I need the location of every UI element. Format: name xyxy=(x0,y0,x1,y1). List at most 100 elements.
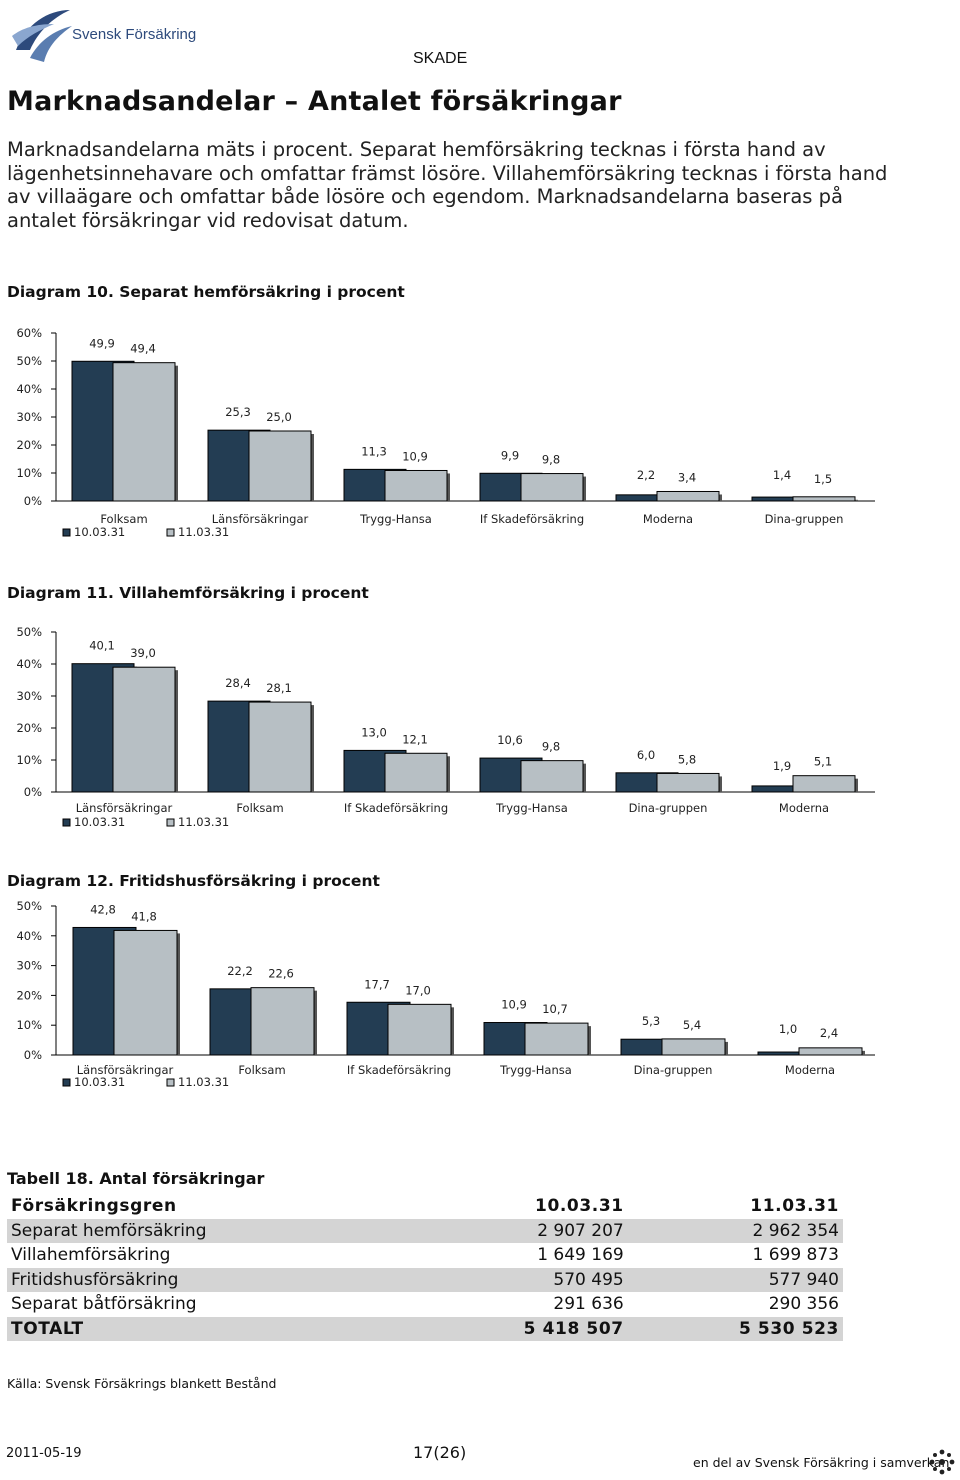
chart-title-diagram-10: Diagram 10. Separat hemförsäkring i proc… xyxy=(7,283,405,301)
category-label: Trygg-Hansa xyxy=(359,512,432,526)
y-tick-label: 40% xyxy=(16,382,42,396)
data-label: 1,5 xyxy=(814,472,832,486)
y-tick-label: 30% xyxy=(16,959,42,973)
legend-label: 11.03.31 xyxy=(178,1075,229,1089)
category-label: Trygg-Hansa xyxy=(495,801,568,815)
category-label: Folksam xyxy=(100,512,147,526)
data-label: 2,2 xyxy=(637,468,655,482)
table-row: Separat hemförsäkring 2 907 207 2 962 35… xyxy=(7,1218,843,1243)
bar-series-2011 xyxy=(387,1003,452,1056)
y-tick-label: 20% xyxy=(16,988,42,1002)
data-label: 5,1 xyxy=(814,755,832,769)
table-header-row: Försäkringsgren 10.03.31 11.03.31 xyxy=(7,1194,843,1219)
y-tick-label: 50% xyxy=(16,899,42,913)
legend-label: 10.03.31 xyxy=(74,815,125,829)
bar-series-2011 xyxy=(524,1022,589,1056)
table-cell: 291 636 xyxy=(553,1294,624,1315)
intro-paragraph: Marknadsandelarna mäts i procent. Separa… xyxy=(7,138,888,232)
footer-tagline: en del av Svensk Försäkring i samverkan xyxy=(693,1455,950,1470)
category-label: Länsförsäkringar xyxy=(212,512,309,526)
table-row: Fritidshusförsäkring 570 495 577 940 xyxy=(7,1267,843,1292)
cooperation-icon xyxy=(929,1449,955,1475)
page-title: Marknadsandelar – Antalet försäkringar xyxy=(7,86,622,117)
data-label: 10,7 xyxy=(542,1002,568,1016)
section-tag: SKADE xyxy=(413,50,468,67)
y-tick-label: 10% xyxy=(16,1018,42,1032)
bar-series-2011 xyxy=(384,469,448,502)
y-tick-label: 0% xyxy=(24,494,42,508)
data-label: 25,0 xyxy=(266,410,292,424)
legend-swatch xyxy=(62,818,71,827)
column-header: 11.03.31 xyxy=(750,1196,839,1217)
y-tick-label: 0% xyxy=(24,785,42,799)
insurance-count-table: Försäkringsgren 10.03.31 11.03.31 Separa… xyxy=(7,1194,843,1341)
data-label: 10,9 xyxy=(402,449,428,463)
y-tick-label: 50% xyxy=(16,625,42,639)
y-tick-label: 20% xyxy=(16,438,42,452)
data-label: 39,0 xyxy=(130,646,156,660)
bar-series-2011 xyxy=(248,430,312,502)
category-label: Moderna xyxy=(779,801,829,815)
data-label: 40,1 xyxy=(89,639,115,653)
bar-series-2011 xyxy=(384,752,448,793)
y-tick-label: 10% xyxy=(16,753,42,767)
svensk-forsakring-logo xyxy=(12,10,72,62)
data-label: 49,9 xyxy=(89,336,115,350)
legend-swatch xyxy=(62,1078,71,1087)
data-label: 5,4 xyxy=(683,1018,701,1032)
data-label: 28,4 xyxy=(225,676,251,690)
data-label: 42,8 xyxy=(90,902,116,916)
chart-title-diagram-11: Diagram 11. Villahemförsäkring i procent xyxy=(7,584,369,602)
category-label: Moderna xyxy=(785,1063,835,1077)
table-row: Separat båtförsäkring 291 636 290 356 xyxy=(7,1292,843,1317)
table-cell: 5 418 507 xyxy=(412,1316,628,1341)
legend-swatch xyxy=(62,528,71,537)
data-label: 1,0 xyxy=(779,1022,797,1036)
table-cell: 1 699 873 xyxy=(752,1245,839,1266)
data-label: 1,4 xyxy=(773,468,791,482)
chart-diagram-11: 0% 10% 20% 30% 40% 50% 40,1 39,0 Länsförsäkringa… xyxy=(16,625,875,829)
category-label: If Skadeförsäkring xyxy=(344,801,448,815)
table-cell: 2 962 354 xyxy=(627,1218,843,1243)
data-label: 9,8 xyxy=(542,740,560,754)
category-label: If Skadeförsäkring xyxy=(347,1063,451,1077)
table-cell: 570 495 xyxy=(412,1267,628,1292)
data-label: 12,1 xyxy=(402,732,428,746)
page-number: 17(26) xyxy=(413,1443,467,1462)
table-cell: 2 907 207 xyxy=(412,1218,628,1243)
data-label: 5,3 xyxy=(642,1014,660,1028)
category-label: If Skadeförsäkring xyxy=(480,512,584,526)
data-label: 9,8 xyxy=(542,453,560,467)
data-label: 2,4 xyxy=(820,1026,838,1040)
category-label: Dina-gruppen xyxy=(765,512,844,526)
row-label: Separat hemförsäkring xyxy=(7,1218,413,1243)
data-label: 22,2 xyxy=(227,964,253,978)
y-tick-label: 60% xyxy=(16,326,42,340)
legend-label: 10.03.31 xyxy=(74,1075,125,1089)
data-label: 10,6 xyxy=(497,733,523,747)
bar-series-2011 xyxy=(520,760,584,793)
y-tick-label: 40% xyxy=(16,929,42,943)
data-label: 22,6 xyxy=(268,967,294,981)
data-label: 10,9 xyxy=(501,998,527,1012)
category-label: Trygg-Hansa xyxy=(499,1063,572,1077)
data-label: 6,0 xyxy=(637,748,655,762)
category-label: Folksam xyxy=(236,801,283,815)
bar-series-2011 xyxy=(798,1047,863,1056)
legend-label: 11.03.31 xyxy=(178,815,229,829)
bar-series-2011 xyxy=(112,362,176,502)
bar-series-2011 xyxy=(792,775,856,793)
legend-label: 11.03.31 xyxy=(178,525,229,539)
category-label: Folksam xyxy=(238,1063,285,1077)
y-tick-label: 40% xyxy=(16,657,42,671)
bar-series-2011 xyxy=(112,666,176,793)
legend-swatch xyxy=(166,1078,175,1087)
footer-date: 2011-05-19 xyxy=(6,1446,82,1461)
row-label: Villahemförsäkring xyxy=(11,1245,171,1266)
category-label: Länsförsäkringar xyxy=(76,801,173,815)
y-tick-label: 0% xyxy=(24,1048,42,1062)
y-tick-label: 30% xyxy=(16,689,42,703)
bar-series-2011 xyxy=(248,701,312,793)
legend-swatch xyxy=(166,528,175,537)
table-row: Villahemförsäkring 1 649 169 1 699 873 xyxy=(7,1243,843,1268)
